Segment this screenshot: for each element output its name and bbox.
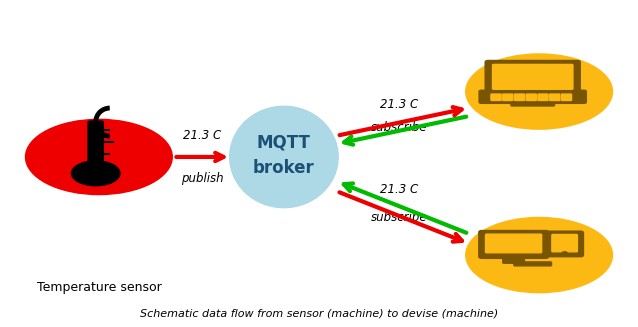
Text: broker: broker [253,159,315,178]
FancyBboxPatch shape [561,94,572,96]
FancyBboxPatch shape [491,96,501,98]
FancyBboxPatch shape [561,96,572,98]
FancyBboxPatch shape [552,234,577,252]
FancyBboxPatch shape [538,94,548,96]
Text: 21.3 C: 21.3 C [380,98,418,111]
FancyBboxPatch shape [514,98,524,100]
FancyBboxPatch shape [479,231,548,258]
FancyBboxPatch shape [514,96,524,98]
FancyBboxPatch shape [538,98,548,100]
FancyBboxPatch shape [526,94,537,96]
Text: 21.3 C: 21.3 C [380,183,418,196]
FancyBboxPatch shape [514,94,524,96]
Text: Temperature sensor: Temperature sensor [36,281,161,294]
FancyBboxPatch shape [550,98,560,100]
FancyBboxPatch shape [486,234,542,253]
FancyBboxPatch shape [491,94,501,96]
FancyBboxPatch shape [511,101,554,106]
FancyBboxPatch shape [526,96,537,98]
FancyBboxPatch shape [486,61,580,93]
FancyBboxPatch shape [550,94,560,96]
FancyBboxPatch shape [550,96,560,98]
Text: Schematic data flow from sensor (machine) to devise (machine): Schematic data flow from sensor (machine… [140,309,498,319]
FancyBboxPatch shape [503,256,524,263]
Ellipse shape [230,106,338,208]
Circle shape [466,54,612,129]
Text: subscribe: subscribe [371,121,427,134]
FancyBboxPatch shape [503,98,513,100]
FancyBboxPatch shape [503,96,513,98]
FancyBboxPatch shape [514,262,551,266]
FancyBboxPatch shape [493,64,573,89]
FancyBboxPatch shape [561,98,572,100]
Circle shape [562,252,567,254]
FancyBboxPatch shape [538,96,548,98]
Text: MQTT: MQTT [257,133,311,151]
Text: 21.3 C: 21.3 C [183,129,221,142]
Circle shape [26,119,172,195]
Text: subscribe: subscribe [371,211,427,224]
Text: publish: publish [181,172,223,185]
FancyBboxPatch shape [480,91,586,103]
Circle shape [466,217,612,293]
FancyBboxPatch shape [526,98,537,100]
FancyBboxPatch shape [491,98,501,100]
Circle shape [71,161,120,186]
Circle shape [78,164,113,182]
FancyBboxPatch shape [503,94,513,96]
FancyBboxPatch shape [546,232,583,256]
FancyBboxPatch shape [88,121,103,165]
